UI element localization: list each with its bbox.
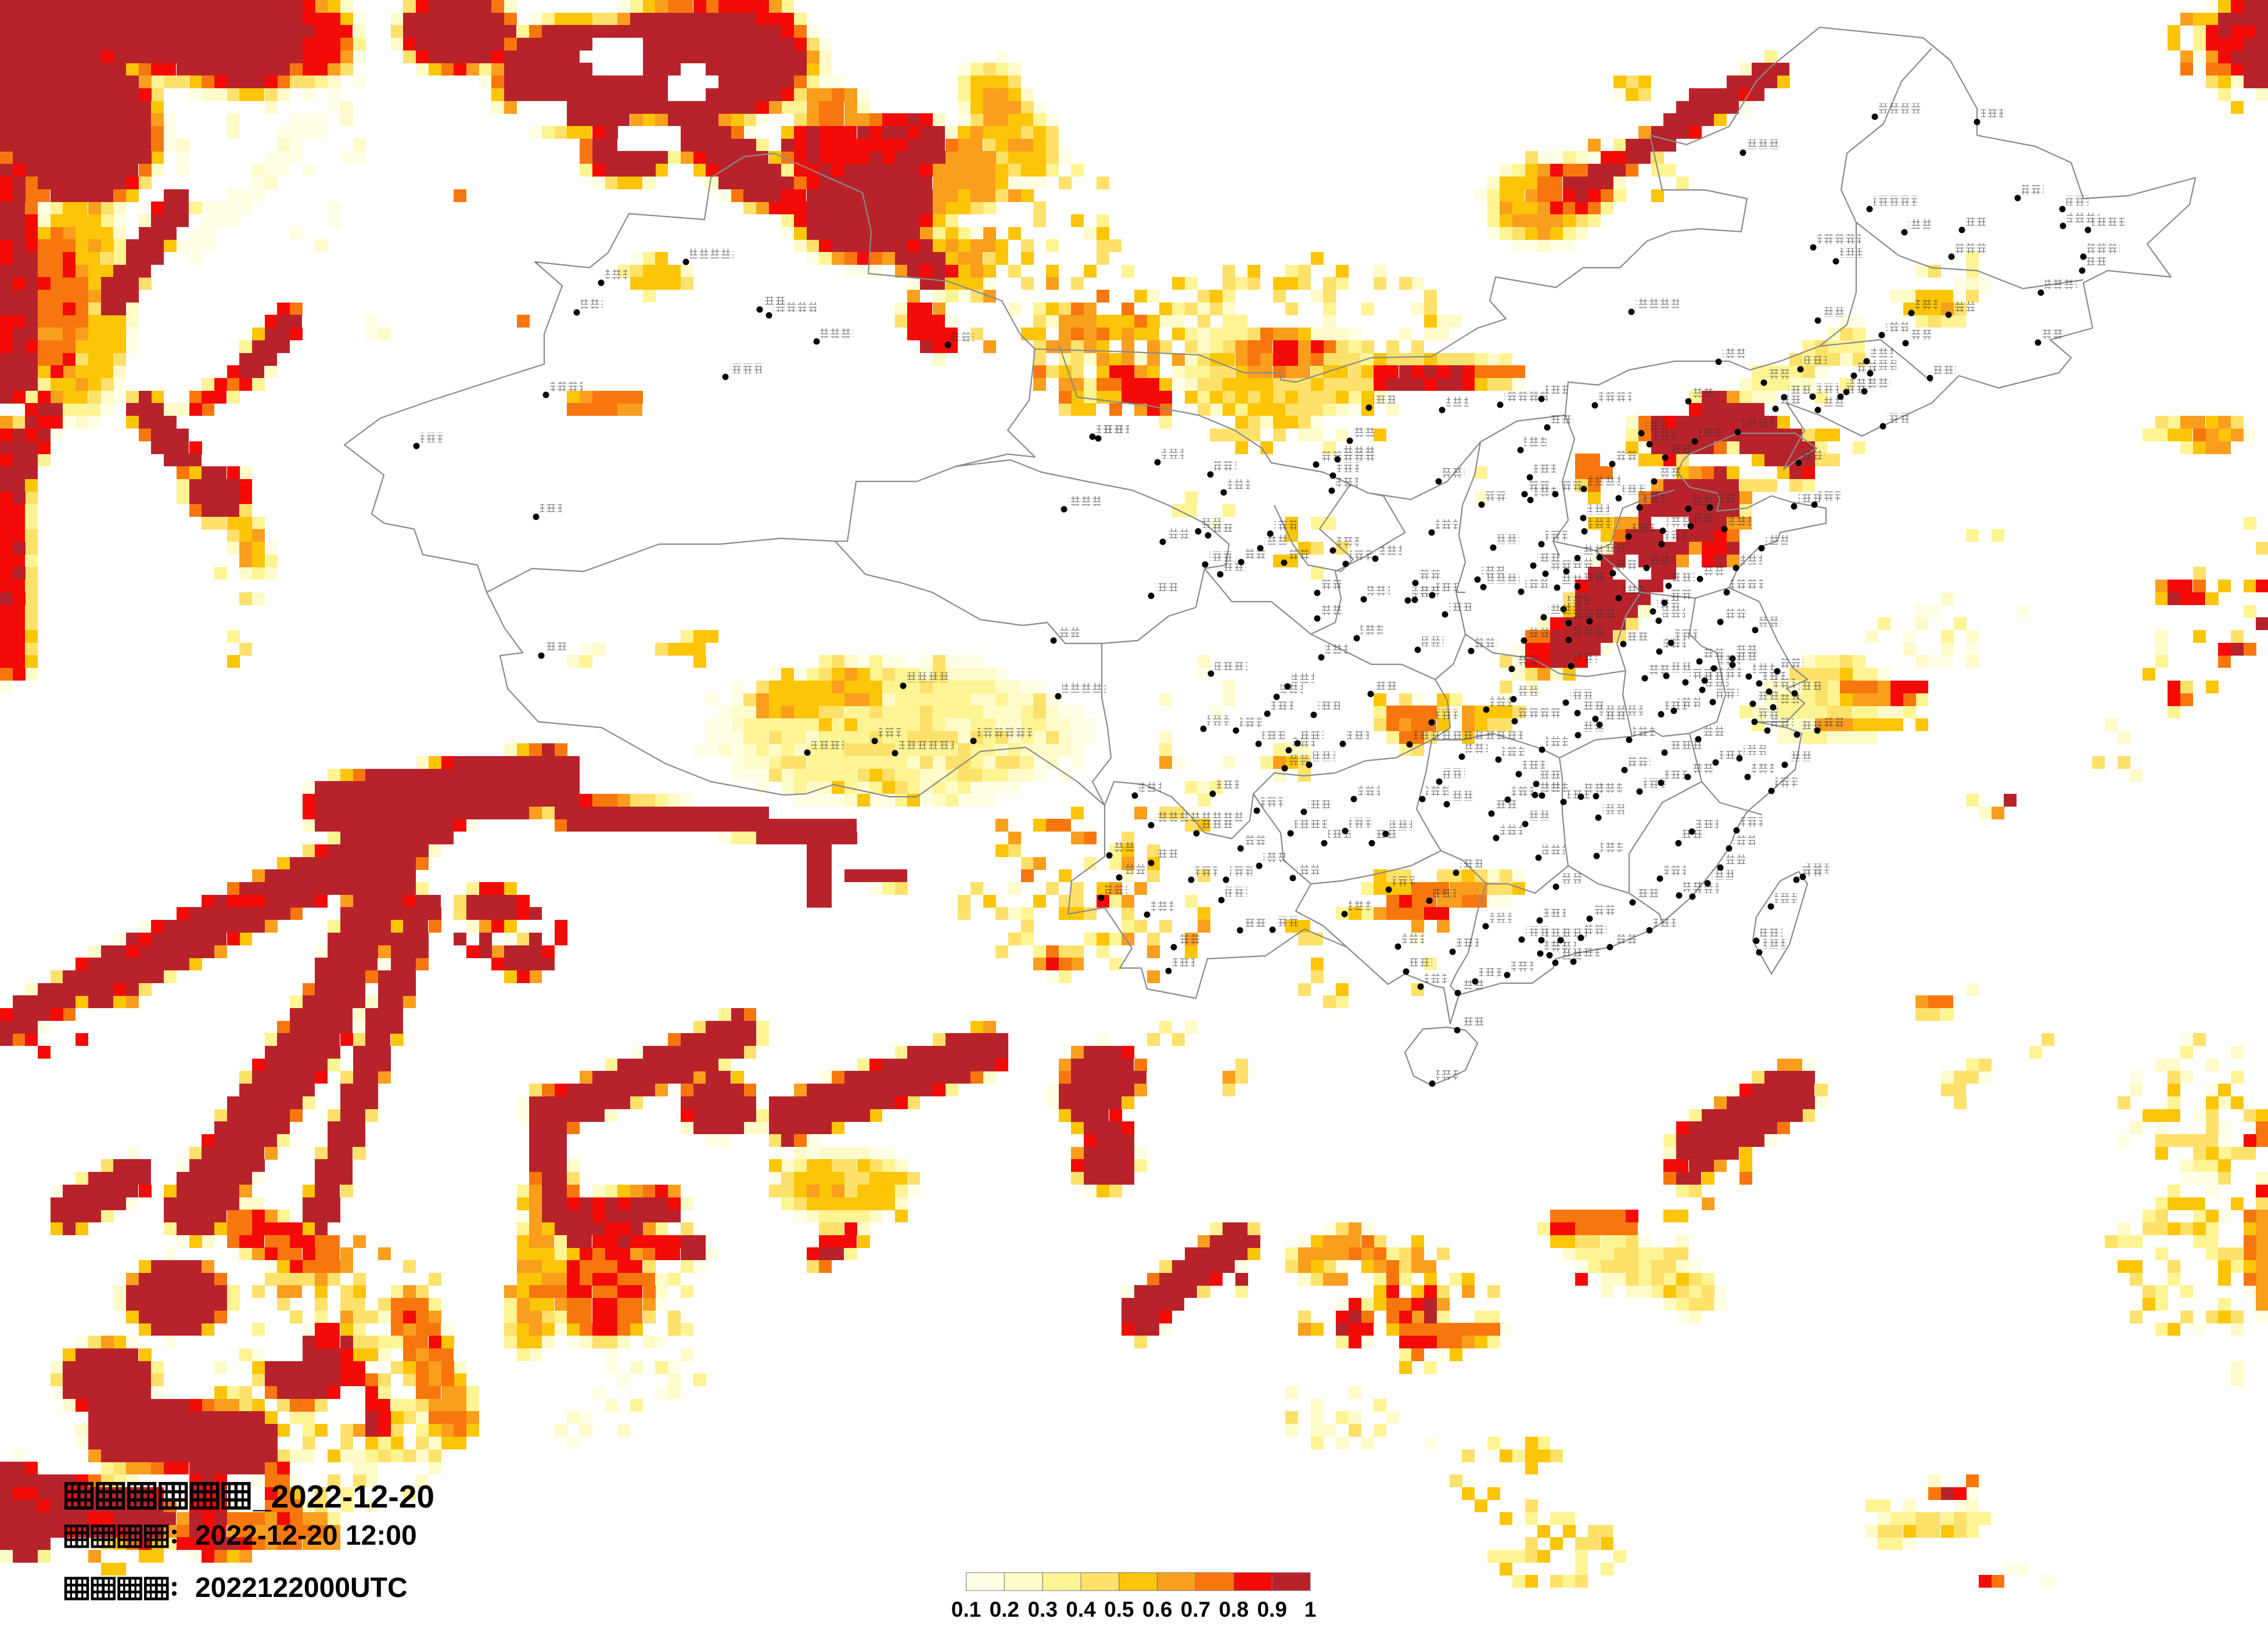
svg-text:0.4: 0.4 bbox=[1066, 1598, 1096, 1621]
svg-text:0.8: 0.8 bbox=[1219, 1598, 1249, 1621]
svg-text:0.6: 0.6 bbox=[1142, 1598, 1172, 1621]
svg-text:0.5: 0.5 bbox=[1104, 1598, 1134, 1621]
svg-text:_2022-12-20: _2022-12-20 bbox=[253, 1478, 434, 1515]
svg-text:2022-12-20 12:00: 2022-12-20 12:00 bbox=[195, 1520, 417, 1551]
svg-text:0.1: 0.1 bbox=[951, 1598, 981, 1621]
svg-text:0.3: 0.3 bbox=[1027, 1598, 1057, 1621]
svg-text:1: 1 bbox=[1304, 1598, 1317, 1621]
svg-text:2022122000UTC: 2022122000UTC bbox=[195, 1573, 408, 1603]
svg-text:0.9: 0.9 bbox=[1257, 1598, 1286, 1621]
svg-text:0.2: 0.2 bbox=[990, 1598, 1019, 1621]
svg-text:0.7: 0.7 bbox=[1181, 1598, 1210, 1621]
